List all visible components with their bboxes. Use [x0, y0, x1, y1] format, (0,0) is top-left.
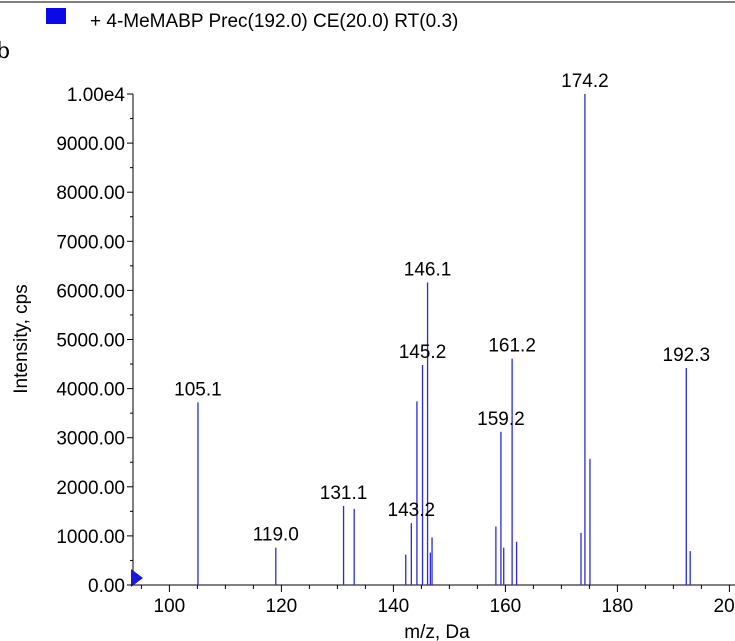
legend-swatch [46, 8, 66, 24]
peak-label: 161.2 [488, 336, 536, 357]
x-axis-ticks: 100 120 140 160 180 200 [140, 585, 735, 617]
peak-label: 131.1 [320, 483, 368, 504]
y-tick-label: 8000.00 [56, 183, 125, 204]
peak-label: 159.2 [477, 409, 525, 430]
peak-label: 119.0 [253, 525, 299, 546]
peak-lines [197, 94, 691, 585]
y-tick-label: 4000.00 [56, 380, 125, 401]
y-tick-label: 0.00 [88, 576, 125, 597]
x-tick-label: 160 [490, 596, 522, 617]
y-tick-label: 5000.00 [56, 331, 125, 352]
x-tick-label: 180 [602, 596, 634, 617]
y-tick-label: 9000.00 [56, 134, 125, 155]
x-axis-title: m/z, Da [404, 622, 470, 641]
peak-label: 105.1 [174, 379, 222, 400]
y-axis-title: Intensity, cps [11, 284, 32, 393]
panel-letter: b [0, 39, 10, 64]
y-tick-label: 2000.00 [56, 478, 125, 499]
y-tick-label: 1.00e4 [67, 85, 126, 106]
x-tick-label: 100 [154, 596, 186, 617]
x-tick-label: 140 [378, 596, 410, 617]
x-axis-start-marker [131, 569, 143, 587]
peak-label: 192.3 [663, 345, 711, 366]
peak-label: 143.2 [388, 500, 436, 521]
y-tick-label: 7000.00 [56, 232, 125, 253]
peak-label: 145.2 [399, 342, 447, 363]
legend-label: + 4-MeMABP Prec(192.0) CE(20.0) RT(0.3) [90, 11, 458, 32]
y-tick-label: 1000.00 [56, 527, 125, 548]
y-tick-label: 3000.00 [56, 429, 125, 450]
peak-label: 146.1 [404, 260, 452, 281]
x-tick-label: 200 [714, 596, 735, 617]
peak-labels: 105.1 119.0 131.1 143.2 145.2 146.1 159.2 161.2… [174, 71, 710, 546]
peak-label: 174.2 [561, 71, 609, 92]
x-tick-label: 120 [266, 596, 298, 617]
y-tick-label: 6000.00 [56, 281, 125, 302]
y-axis-ticks: 0.00 1000.00 2000.00 3000.00 4000.00 5000.00 6… [56, 85, 133, 597]
